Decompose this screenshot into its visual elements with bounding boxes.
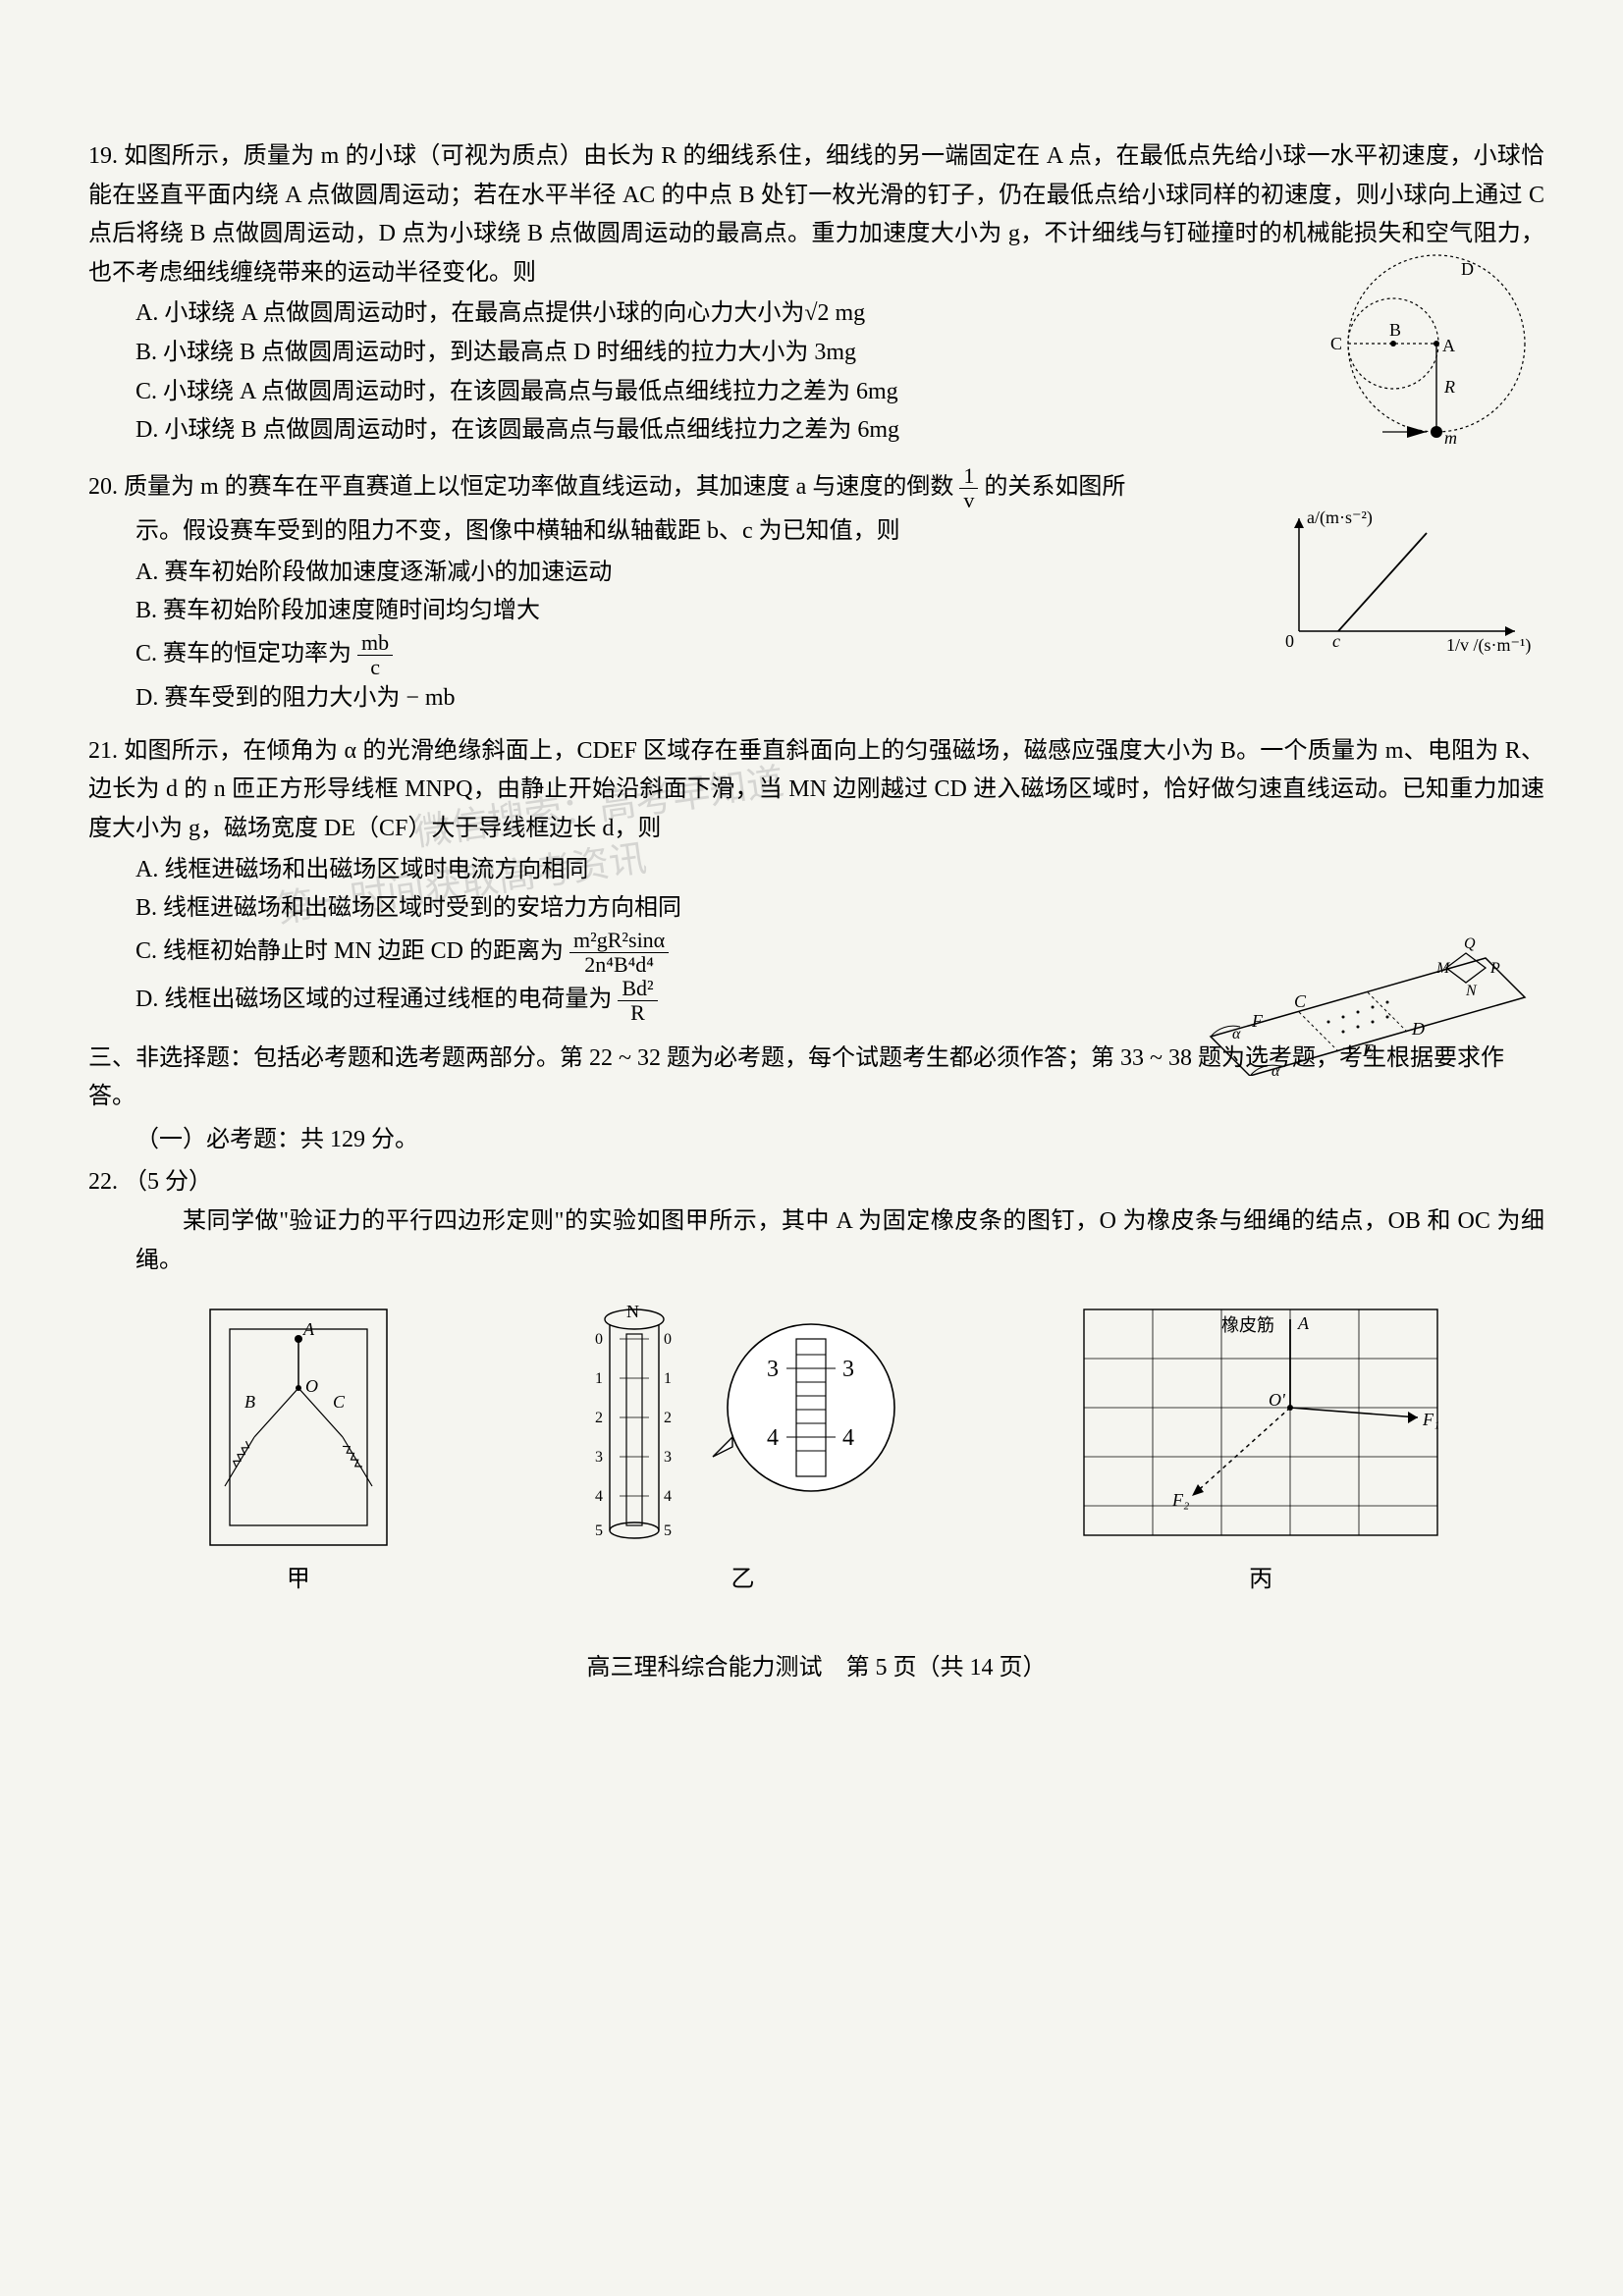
q20-opt-D: D. 赛车受到的阻力大小为 − mb <box>135 679 1168 719</box>
svg-text:M: M <box>1435 960 1451 977</box>
svg-text:5: 5 <box>664 1522 672 1539</box>
lbl-D: D <box>1461 259 1474 279</box>
question-19: 19. 如图所示，质量为 m 的小球（可视为质点）由长为 R 的细线系住，细线的… <box>88 137 1544 451</box>
fig-jia-label: 甲 <box>186 1561 411 1600</box>
q20-stemB: 的关系如图所 <box>984 474 1125 500</box>
svg-text:2: 2 <box>664 1410 672 1426</box>
q20-origin: 0 <box>1285 631 1294 651</box>
svg-text:4: 4 <box>767 1425 779 1451</box>
svg-text:3: 3 <box>842 1357 854 1382</box>
svg-text:3: 3 <box>664 1449 672 1466</box>
fig-yi: 0 0 1 1 2 2 3 3 4 4 5 5 N <box>566 1300 919 1600</box>
svg-text:E: E <box>1362 1041 1374 1060</box>
q20-xlabel: 1/v /(s·m⁻¹) <box>1446 635 1531 656</box>
page-footer: 高三理科综合能力测试 第 5 页（共 14 页） <box>88 1649 1544 1688</box>
svg-text:P: P <box>1489 960 1500 977</box>
q20-opt-C: C. 赛车的恒定功率为 mbc <box>135 631 1168 679</box>
svg-text:4: 4 <box>664 1488 672 1505</box>
q20-opt-B: B. 赛车初始阶段加速度随时间均匀增大 <box>135 592 1168 631</box>
svg-text:F₂: F₂ <box>1171 1490 1189 1510</box>
svg-text:N: N <box>626 1302 639 1321</box>
lbl-B: B <box>1389 320 1401 340</box>
q20-options: A. 赛车初始阶段做加速度逐渐减小的加速运动 B. 赛车初始阶段加速度随时间均匀… <box>88 554 1168 719</box>
svg-text:A: A <box>302 1319 315 1339</box>
q20-opt-A: A. 赛车初始阶段做加速度逐渐减小的加速运动 <box>135 554 1168 593</box>
svg-text:Q: Q <box>1464 935 1476 952</box>
q20-ylabel: a/(m·s⁻²) <box>1307 507 1373 528</box>
q22-intro: 某同学做"验证力的平行四边形定则"的实验如图甲所示，其中 A 为固定橡皮条的图钉… <box>88 1202 1544 1280</box>
svg-text:1: 1 <box>595 1370 603 1387</box>
q19-opt-C: C. 小球绕 A 点做圆周运动时，在该圆最高点与最低点细线拉力之差为 6mg <box>135 373 1217 412</box>
svg-text:5: 5 <box>595 1522 603 1539</box>
svg-text:1: 1 <box>664 1370 672 1387</box>
svg-text:B: B <box>244 1392 255 1412</box>
q22-pts: （5 分） <box>124 1169 212 1195</box>
svg-text:C: C <box>1294 991 1307 1011</box>
svg-text:橡皮筋: 橡皮筋 <box>1221 1315 1274 1335</box>
q21-opt-D: D. 线框出磁场区域的过程通过线框的电荷量为 Bd²R <box>135 977 1119 1025</box>
q20-xint: c <box>1332 631 1340 651</box>
svg-text:A: A <box>1297 1313 1310 1333</box>
q19-options: A. 小球绕 A 点做圆周运动时，在最高点提供小球的向心力大小为√2 mg B.… <box>88 294 1217 450</box>
q19-opt-D: D. 小球绕 B 点做圆周运动时，在该圆最高点与最低点细线拉力之差为 6mg <box>135 411 1217 451</box>
svg-text:F: F <box>1251 1011 1264 1031</box>
svg-text:0: 0 <box>595 1331 603 1348</box>
question-20: 20. 质量为 m 的赛车在平直赛道上以恒定功率做直线运动，其加速度 a 与速度… <box>88 464 1544 719</box>
svg-text:3: 3 <box>767 1357 779 1382</box>
fig-jia: A O B C 甲 <box>186 1300 411 1600</box>
fig-bing-label: 丙 <box>1074 1561 1447 1600</box>
q20-figure: a/(m·s⁻²) 0 c 1/v /(s·m⁻¹) <box>1270 504 1544 661</box>
svg-text:α: α <box>1271 1063 1280 1076</box>
svg-text:C: C <box>333 1392 346 1412</box>
svg-text:α: α <box>1232 1026 1241 1042</box>
svg-text:2: 2 <box>595 1410 603 1426</box>
q22-figures: A O B C 甲 0 0 1 1 2 2 3 3 4 4 5 5 <box>88 1300 1544 1600</box>
q19-num: 19. <box>88 143 118 169</box>
q20-frac1: 1v <box>959 464 978 512</box>
lbl-C: C <box>1330 334 1342 353</box>
q20-stemC: 示。假设赛车受到的阻力不变，图像中横轴和纵轴截距 b、c 为已知值，则 <box>88 512 1168 552</box>
q21-opt-B: B. 线框进磁场和出磁场区域时受到的安培力方向相同 <box>135 889 1119 929</box>
svg-text:N: N <box>1465 983 1478 999</box>
svg-text:4: 4 <box>595 1488 603 1505</box>
q21-options: A. 线框进磁场和出磁场区域时电流方向相同 B. 线框进磁场和出磁场区域时受到的… <box>88 851 1119 1026</box>
subsection-1: （一）必考题：共 129 分。 <box>88 1121 1544 1160</box>
lbl-R: R <box>1443 377 1455 397</box>
q21-num: 21. <box>88 738 118 764</box>
fig-bing: 橡皮筋 A O' F₁ F₂ 丙 <box>1074 1300 1447 1600</box>
q19-opt-B: B. 小球绕 B 点做圆周运动时，到达最高点 D 时细线的拉力大小为 3mg <box>135 334 1217 373</box>
question-21: 21. 如图所示，在倾角为 α 的光滑绝缘斜面上，CDEF 区域存在垂直斜面向上… <box>88 732 1544 1026</box>
q22-header: 22. （5 分） <box>88 1163 1544 1202</box>
svg-text:3: 3 <box>595 1449 603 1466</box>
q21-opt-A: A. 线框进磁场和出磁场区域时电流方向相同 <box>135 851 1119 890</box>
svg-text:F₁: F₁ <box>1422 1410 1439 1429</box>
q21-stem-wrap: 21. 如图所示，在倾角为 α 的光滑绝缘斜面上，CDEF 区域存在垂直斜面向上… <box>88 732 1544 849</box>
q20-num: 20. <box>88 474 118 500</box>
question-22: 22. （5 分） 某同学做"验证力的平行四边形定则"的实验如图甲所示，其中 A… <box>88 1163 1544 1599</box>
q21-stem: 如图所示，在倾角为 α 的光滑绝缘斜面上，CDEF 区域存在垂直斜面向上的匀强磁… <box>88 738 1544 841</box>
svg-text:0: 0 <box>664 1331 672 1348</box>
svg-text:O': O' <box>1269 1390 1286 1410</box>
q21-figure: C D E F M N P Q α α <box>1191 880 1544 1076</box>
q21-opt-C: C. 线框初始静止时 MN 边距 CD 的距离为 m²gR²sinα2n⁴B⁴d… <box>135 929 1119 977</box>
lbl-m: m <box>1444 428 1457 448</box>
svg-text:4: 4 <box>842 1425 854 1451</box>
fig-yi-label: 乙 <box>566 1561 919 1600</box>
svg-text:O: O <box>305 1376 318 1396</box>
q19-figure: A B C D R m <box>1309 245 1544 452</box>
q19-opt-A: A. 小球绕 A 点做圆周运动时，在最高点提供小球的向心力大小为√2 mg <box>135 294 1217 334</box>
lbl-A: A <box>1442 336 1455 355</box>
q20-stemA: 质量为 m 的赛车在平直赛道上以恒定功率做直线运动，其加速度 a 与速度的倒数 <box>124 474 953 500</box>
svg-text:D: D <box>1411 1019 1425 1039</box>
q22-num: 22. <box>88 1169 118 1195</box>
